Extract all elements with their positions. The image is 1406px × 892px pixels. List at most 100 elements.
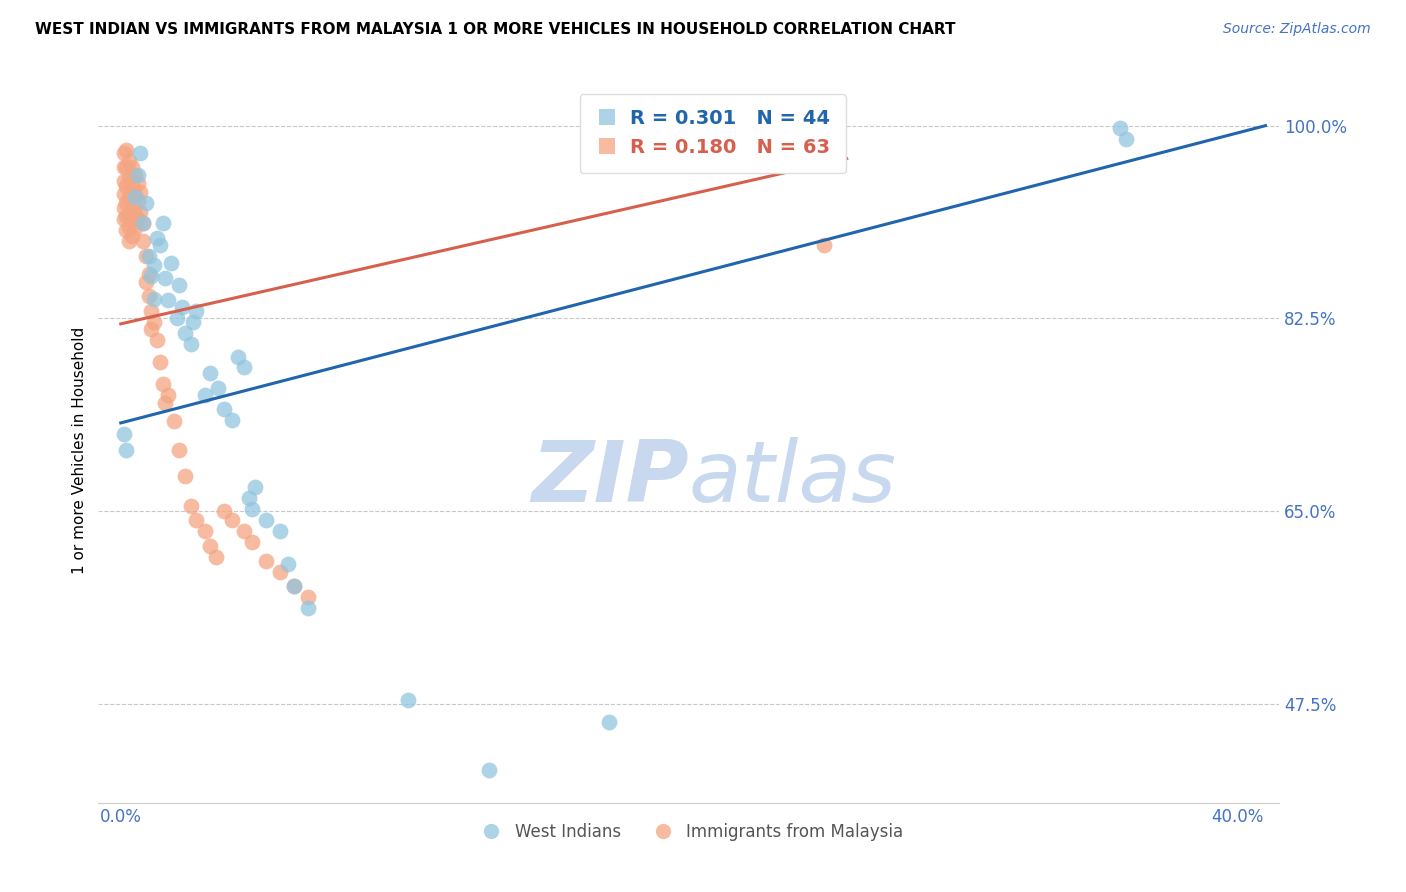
Point xyxy=(118,171,141,186)
Point xyxy=(112,186,135,201)
Point xyxy=(121,212,143,227)
Point xyxy=(226,350,249,364)
Point xyxy=(118,190,141,204)
Point xyxy=(254,513,277,527)
Point xyxy=(169,443,191,458)
Point xyxy=(155,396,177,410)
Point xyxy=(152,377,174,392)
Point xyxy=(174,468,197,483)
Point xyxy=(174,326,197,340)
Point xyxy=(157,293,180,307)
Point xyxy=(132,234,155,248)
Point xyxy=(124,207,146,221)
Point xyxy=(112,426,135,441)
Point xyxy=(183,315,205,329)
Point xyxy=(204,550,226,565)
Point xyxy=(232,524,254,538)
Point xyxy=(132,215,155,229)
Point xyxy=(396,693,419,707)
Point xyxy=(124,221,146,235)
Point xyxy=(186,303,208,318)
Point xyxy=(163,414,186,428)
Point xyxy=(118,219,141,234)
Point xyxy=(238,491,260,505)
Point xyxy=(143,292,166,306)
Point xyxy=(112,201,135,215)
Point xyxy=(240,534,263,549)
Point xyxy=(124,190,146,204)
Point xyxy=(138,268,160,282)
Point xyxy=(143,315,166,329)
Point xyxy=(269,565,291,579)
Text: atlas: atlas xyxy=(689,437,897,520)
Point xyxy=(121,198,143,212)
Point xyxy=(115,195,138,210)
Point xyxy=(135,249,157,263)
Point xyxy=(221,412,243,426)
Point xyxy=(127,212,149,227)
Point xyxy=(121,228,143,243)
Point xyxy=(127,176,149,190)
Point xyxy=(813,237,835,252)
Point xyxy=(141,269,163,284)
Point xyxy=(124,186,146,201)
Point xyxy=(138,249,160,263)
Point xyxy=(141,303,163,318)
Point xyxy=(155,270,177,285)
Point xyxy=(112,146,135,161)
Point xyxy=(121,179,143,194)
Point xyxy=(146,231,169,245)
Point xyxy=(269,524,291,538)
Point xyxy=(115,143,138,157)
Point xyxy=(118,234,141,248)
Point xyxy=(193,388,215,402)
Point xyxy=(172,301,194,315)
Point xyxy=(283,579,305,593)
Point xyxy=(186,513,208,527)
Point xyxy=(127,194,149,208)
Point xyxy=(118,207,141,221)
Point xyxy=(149,355,172,369)
Point xyxy=(180,336,202,351)
Point xyxy=(160,256,183,270)
Point xyxy=(198,539,221,553)
Point xyxy=(212,401,235,416)
Text: Source: ZipAtlas.com: Source: ZipAtlas.com xyxy=(1223,22,1371,37)
Point xyxy=(283,579,305,593)
Point xyxy=(118,153,141,168)
Point xyxy=(112,174,135,188)
Text: WEST INDIAN VS IMMIGRANTS FROM MALAYSIA 1 OR MORE VEHICLES IN HOUSEHOLD CORRELAT: WEST INDIAN VS IMMIGRANTS FROM MALAYSIA … xyxy=(35,22,956,37)
Point xyxy=(180,499,202,513)
Point xyxy=(478,763,501,777)
Point xyxy=(277,557,299,571)
Point xyxy=(135,195,157,210)
Point xyxy=(221,513,243,527)
Point xyxy=(115,223,138,237)
Point xyxy=(169,278,191,293)
Point xyxy=(254,553,277,567)
Point xyxy=(166,311,188,326)
Point xyxy=(129,185,152,199)
Y-axis label: 1 or more Vehicles in Household: 1 or more Vehicles in Household xyxy=(72,326,87,574)
Point xyxy=(135,275,157,289)
Point xyxy=(198,367,221,381)
Point xyxy=(149,237,172,252)
Point xyxy=(193,524,215,538)
Point xyxy=(138,289,160,303)
Point xyxy=(124,168,146,182)
Point xyxy=(115,179,138,194)
Point xyxy=(232,359,254,374)
Point xyxy=(1109,120,1132,135)
Point xyxy=(212,504,235,518)
Point xyxy=(115,161,138,175)
Point xyxy=(598,715,620,730)
Point xyxy=(1115,132,1137,146)
Point xyxy=(112,212,135,227)
Point xyxy=(207,381,229,395)
Point xyxy=(297,601,319,615)
Point xyxy=(152,215,174,229)
Point xyxy=(132,215,155,229)
Point xyxy=(121,161,143,175)
Point xyxy=(112,161,135,175)
Point xyxy=(129,146,152,161)
